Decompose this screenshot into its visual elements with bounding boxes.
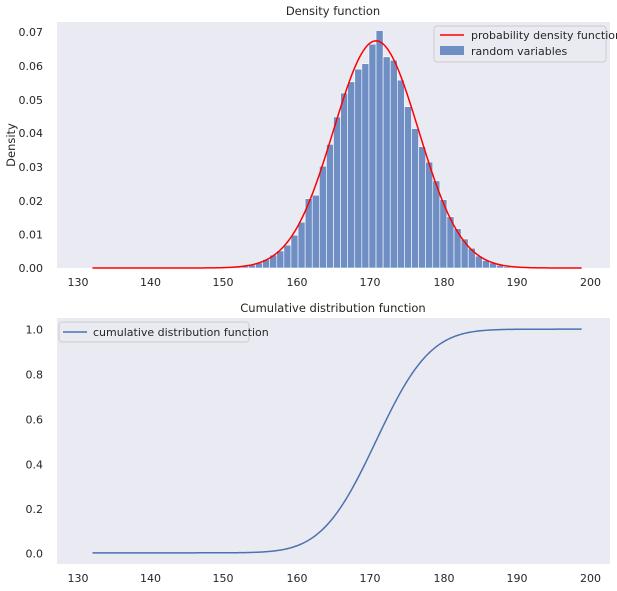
histogram-bar: [368, 43, 377, 269]
cdf-panel: Cumulative distribution function 130 140…: [26, 301, 610, 585]
density-ytick-label: 0.07: [19, 26, 44, 39]
histogram-bar: [297, 221, 306, 269]
histogram-bar: [361, 63, 370, 269]
cdf-ytick-label: 0.0: [26, 548, 44, 561]
histogram-bar: [432, 180, 441, 269]
density-xtick-label: 180: [434, 276, 455, 289]
histogram-bar: [389, 59, 398, 269]
density-xtick-label: 160: [287, 276, 308, 289]
density-xtick-label: 140: [140, 276, 161, 289]
cdf-xtick-label: 160: [287, 572, 308, 585]
cdf-legend: cumulative distribution function: [58, 321, 269, 343]
density-histogram-bars: [233, 30, 512, 269]
cdf-xtick-label: 180: [434, 572, 455, 585]
density-ytick-label: 0.05: [19, 94, 44, 107]
histogram-bar: [276, 250, 285, 269]
histogram-bar: [460, 238, 469, 269]
histogram-bar: [382, 56, 391, 269]
cdf-ytick-label: 0.8: [26, 369, 44, 382]
histogram-bar: [411, 128, 419, 269]
cdf-xtick-label: 140: [140, 572, 161, 585]
histogram-bar: [283, 244, 292, 269]
legend-hist-label: random variables: [471, 45, 568, 58]
cdf-ytick-label: 0.2: [26, 503, 44, 516]
density-legend: probability density function random vari…: [433, 25, 617, 63]
cdf-xticks: 130 140 150 160 170 180 190 200: [68, 572, 602, 585]
histogram-bar: [326, 144, 334, 269]
histogram-bar: [319, 165, 327, 269]
histogram-bar: [404, 106, 412, 269]
density-panel: Density function Density 130 140 150 160…: [4, 4, 617, 289]
cdf-xtick-label: 130: [68, 572, 89, 585]
legend-pdf-label: probability density function: [471, 29, 617, 42]
cdf-xtick-label: 200: [580, 572, 601, 585]
cdf-legend-box: [58, 321, 250, 343]
density-yticks: 0.00 0.01 0.02 0.03 0.04 0.05 0.06 0.07: [19, 26, 44, 275]
density-title: Density function: [286, 4, 380, 18]
cdf-yticks: 0.0 0.2 0.4 0.6 0.8 1.0: [26, 324, 44, 561]
cdf-ytick-label: 0.6: [26, 414, 44, 427]
histogram-bar: [375, 30, 384, 269]
density-ytick-label: 0.04: [19, 127, 44, 140]
cdf-plot-area: [57, 318, 610, 564]
density-ytick-label: 0.01: [19, 229, 44, 242]
density-xticks: 130 140 150 160 170 180 190 200: [68, 276, 602, 289]
histogram-bar: [347, 81, 356, 269]
density-legend-box: [433, 25, 607, 63]
cdf-line: [92, 328, 582, 554]
cdf-ytick-label: 1.0: [26, 324, 44, 337]
density-ylabel: Density: [4, 123, 18, 167]
cdf-title: Cumulative distribution function: [240, 301, 425, 315]
histogram-bar: [418, 146, 426, 269]
histogram-bar: [425, 161, 434, 269]
pdf-line: [92, 40, 582, 269]
histogram-bar: [467, 247, 476, 269]
histogram-bar: [397, 79, 405, 269]
cdf-xtick-label: 190: [507, 572, 528, 585]
density-xtick-label: 200: [580, 276, 601, 289]
density-xtick-label: 170: [360, 276, 381, 289]
density-ytick-label: 0.02: [19, 195, 44, 208]
density-xtick-label: 130: [68, 276, 89, 289]
density-ytick-label: 0.06: [19, 60, 44, 73]
legend-cdf-label: cumulative distribution function: [93, 326, 269, 339]
histogram-bar: [333, 116, 341, 269]
density-xtick-label: 150: [213, 276, 234, 289]
density-ytick-label: 0.03: [19, 161, 44, 174]
density-ytick-label: 0.00: [19, 262, 44, 275]
cdf-xtick-label: 170: [360, 572, 381, 585]
density-xtick-label: 190: [507, 276, 528, 289]
legend-hist-swatch: [440, 46, 464, 55]
histogram-bar: [354, 68, 363, 269]
cdf-xtick-label: 150: [213, 572, 234, 585]
histogram-bar: [290, 234, 299, 269]
histogram-bar: [311, 194, 320, 269]
cdf-ytick-label: 0.4: [26, 459, 44, 472]
histogram-bar: [340, 92, 348, 269]
